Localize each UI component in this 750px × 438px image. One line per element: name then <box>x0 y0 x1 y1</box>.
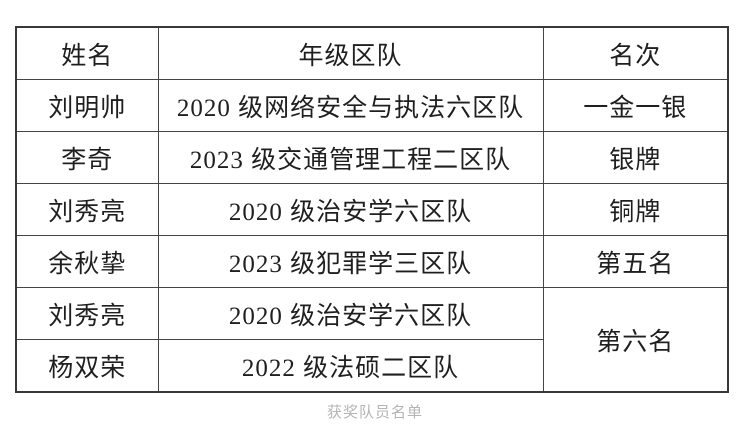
squad-cell: 2020 级治安学六区队 <box>157 183 544 236</box>
name-cell: 杨双荣 <box>15 339 159 393</box>
rank-cell: 第五名 <box>542 235 729 288</box>
rank-cell: 铜牌 <box>542 183 729 236</box>
squad-cell: 2020 级治安学六区队 <box>157 287 544 340</box>
name-cell: 余秋挚 <box>15 235 159 288</box>
squad-cell: 2022 级法硕二区队 <box>157 339 544 393</box>
table-row: 余秋挚 2023 级犯罪学三区队 第五名 <box>15 235 729 288</box>
rank-cell: 一金一银 <box>542 79 729 132</box>
name-cell: 刘明帅 <box>15 79 159 132</box>
table-row: 刘秀亮 2020 级治安学六区队 第六名 <box>15 287 729 393</box>
header-squad: 年级区队 <box>157 26 544 80</box>
table-row: 刘秀亮 2020 级治安学六区队 铜牌 <box>15 183 729 236</box>
table-row: 刘明帅 2020 级网络安全与执法六区队 一金一银 <box>15 79 729 132</box>
name-cell: 刘秀亮 <box>15 183 159 236</box>
squad-cell: 2023 级犯罪学三区队 <box>157 235 544 288</box>
name-cell: 刘秀亮 <box>15 287 159 340</box>
header-rank: 名次 <box>542 26 729 80</box>
header-row: 姓名 年级区队 名次 <box>15 26 729 80</box>
table-row: 杨双荣 2022 级法硕二区队 <box>15 339 728 393</box>
name-cell: 李奇 <box>15 131 159 184</box>
rank-cell-merged: 第六名 <box>542 287 729 393</box>
squad-cell: 2020 级网络安全与执法六区队 <box>157 79 544 132</box>
header-name: 姓名 <box>15 26 159 80</box>
table-caption: 获奖队员名单 <box>326 404 423 421</box>
table-row: 李奇 2023 级交通管理工程二区队 银牌 <box>15 131 729 184</box>
squad-cell: 2023 级交通管理工程二区队 <box>157 131 544 184</box>
rank-cell: 银牌 <box>542 131 729 184</box>
awards-table: 姓名 年级区队 名次 刘明帅 2020 级网络安全与执法六区队 一金一银 李奇 … <box>15 26 729 393</box>
